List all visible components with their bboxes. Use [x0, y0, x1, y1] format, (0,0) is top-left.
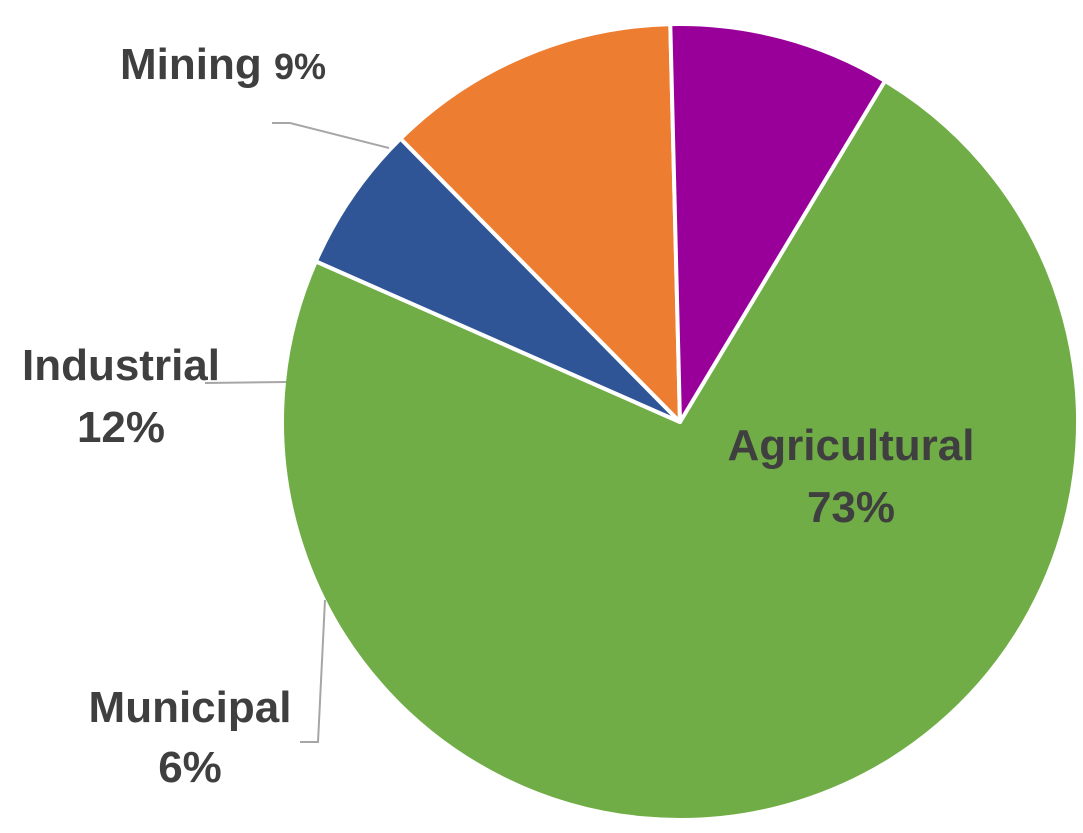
pie-slice-mining — [668, 22, 887, 424]
slice-value-municipal: 6% — [158, 743, 222, 792]
leader-line-industrial — [204, 381, 287, 384]
slice-label-municipal: Municipal — [89, 683, 292, 732]
slice-label-industrial: Industrial — [22, 341, 220, 390]
data-label-mining: Mining 9% — [120, 40, 326, 89]
slice-value-agricultural: 73% — [807, 483, 895, 532]
pie-slice-industrial — [398, 22, 682, 424]
slices-layer — [280, 22, 1080, 822]
leader-lines-layer — [204, 122, 390, 743]
slice-value-industrial: 12% — [77, 403, 165, 452]
slice-label-agricultural: Agricultural — [728, 421, 975, 470]
leader-line-mining — [272, 122, 390, 149]
leader-line-municipal — [300, 599, 326, 743]
pie-slice-agricultural — [280, 78, 1080, 822]
slice-value-mining: 9% — [274, 46, 326, 87]
pie-slice-municipal — [313, 136, 682, 424]
slice-label-mining: Mining — [120, 40, 274, 89]
labels-layer: Agricultural 73% Municipal 6% Industrial 12% M… — [22, 40, 974, 792]
